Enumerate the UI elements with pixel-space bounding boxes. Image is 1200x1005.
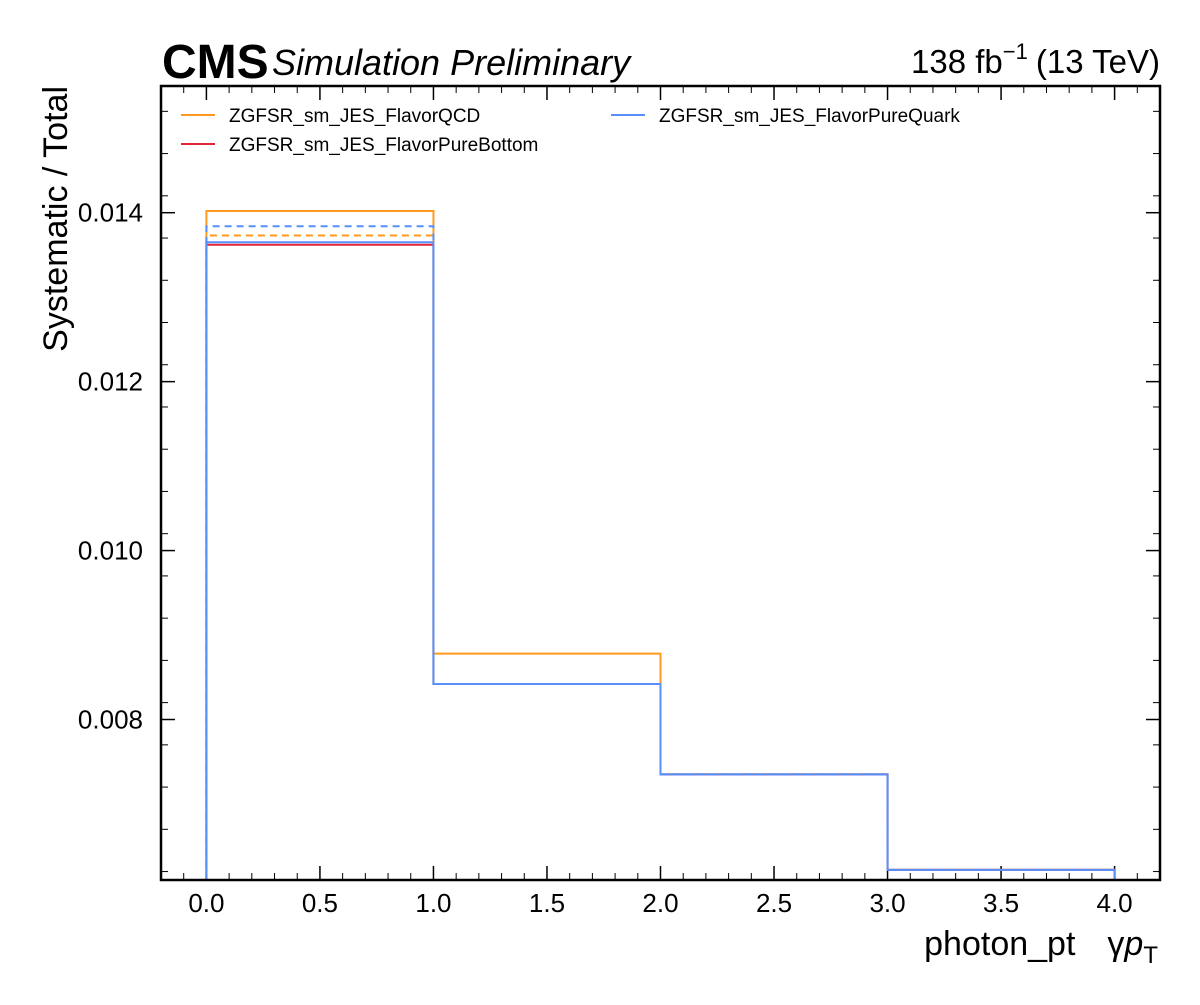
x-tick-label: 3.0: [869, 888, 905, 918]
lumi-value: 138 fb: [911, 43, 1003, 80]
lumi-exponent: −1: [1003, 39, 1028, 64]
status-label: Simulation Preliminary: [272, 42, 632, 83]
x-axis-label: photon_pt γpT: [924, 925, 1158, 969]
lumi-label: 138 fb−1 (13 TeV): [911, 39, 1160, 80]
series-1-step-line: [205, 234, 1116, 880]
x-axis-unit-sub: T: [1143, 942, 1158, 969]
legend: ZGFSR_sm_JES_FlavorQCD ZGFSR_sm_JES_Flavo…: [181, 106, 960, 156]
x-tick-label: 4.0: [1097, 888, 1133, 918]
x-tick-label: 2.5: [756, 888, 792, 918]
x-axis-label-text: photon_pt: [924, 925, 1076, 963]
y-tick-label: 0.010: [78, 536, 143, 566]
legend-label: ZGFSR_sm_JES_FlavorQCD: [229, 106, 480, 127]
series-layer: [205, 210, 1116, 880]
series-3-step-line: [205, 241, 1116, 880]
legend-label: ZGFSR_sm_JES_FlavorPureQuark: [659, 106, 960, 127]
y-tick-label: 0.012: [78, 367, 143, 397]
x-axis-unit-var: p: [1123, 925, 1143, 963]
plot-frame: [159, 84, 1162, 882]
energy-label: (13 TeV): [1036, 43, 1160, 80]
y-tick-label: 0.014: [78, 198, 143, 228]
series-2-step-line: [205, 243, 1116, 880]
x-tick-label: 0.5: [302, 888, 338, 918]
cms-label: CMS: [162, 36, 269, 89]
x-tick-label: 3.5: [983, 888, 1019, 918]
legend-label: ZGFSR_sm_JES_FlavorPureBottom: [229, 135, 538, 156]
x-axis-unit-symbol: γ: [1107, 925, 1124, 963]
ticks-layer: 0.0 0.5 1.0 1.5 2.0 2.5 3.0 3.5 4.0 0.008 0.010 0.0…: [78, 86, 1160, 918]
x-tick-label: 1.0: [415, 888, 451, 918]
y-tick-label: 0.008: [78, 705, 143, 735]
x-tick-label: 0.0: [188, 888, 224, 918]
x-tick-label: 1.5: [529, 888, 565, 918]
series-0-step-line: [205, 210, 1116, 880]
y-axis-label: Systematic / Total: [37, 86, 75, 352]
x-tick-label: 2.0: [642, 888, 678, 918]
series-4-step-line: [205, 225, 1116, 880]
